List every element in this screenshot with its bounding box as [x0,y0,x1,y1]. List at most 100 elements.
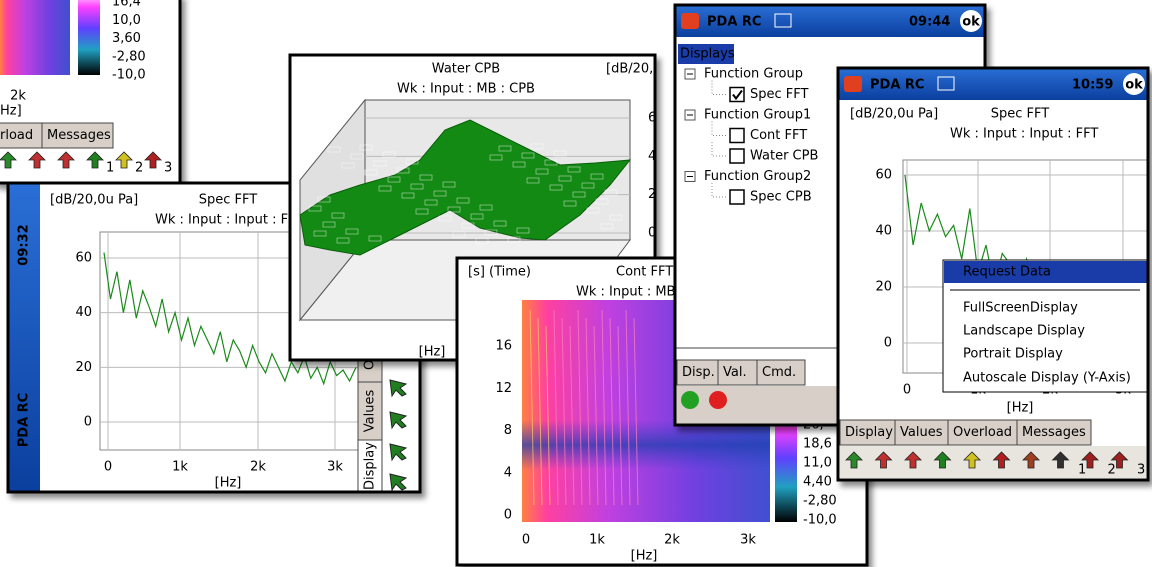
tree-group: Function Group [704,67,803,82]
colorbar-label: -10,0 [112,68,146,83]
ok-label: ok [962,15,980,30]
toolbar-subscript: 1 [106,161,114,176]
chart-subtitle: Wk : Input : Input : FFT [950,127,1098,142]
axis-label: Hz] [0,104,22,119]
menu-item[interactable]: FullScreenDisplay [963,301,1078,316]
y-tick-label: 12 [495,381,512,396]
y-unit: [dB/20,0u Pa] [850,107,938,122]
colorbar [78,0,100,75]
tab-label: Cmd. [762,365,796,380]
chart-subtitle: Wk : Input : Input : FF [155,213,296,228]
colorbar-label: -2,80 [112,49,146,64]
tab-label: Display [363,442,378,490]
y-tick-label: 40 [875,224,892,239]
clock: 09:44 [909,15,950,30]
tree-root: Displays [680,47,735,62]
toolbar-subscript: 1 [1078,463,1086,478]
y-tick-label: 0 [504,508,512,523]
tree-item: Cont FFT [750,128,807,143]
x-tick-label: 0 [903,383,911,398]
tab-label: Messages [1022,425,1086,440]
menu-item[interactable]: Portrait Display [963,347,1063,362]
tab-label: rload [0,128,33,143]
axis-label: [Hz] [419,345,446,360]
chart-subtitle: Wk : Input : MB : CPB [397,82,535,97]
y-unit: [dB/20,0u Pa] [50,193,138,208]
tab-label: Values [900,425,943,440]
checkbox[interactable] [730,190,744,204]
y-tick-label: 0 [884,336,892,351]
axis-label: [Hz] [1007,401,1034,416]
clock: 09:32 [17,224,32,265]
y-unit: [dB/20,0u [606,62,670,77]
y-tick-label: 40 [75,305,92,320]
page: 16,410,03,60-2,80-10,02kHz]rloadMessages… [0,0,1152,567]
tab-label: Display [845,425,893,440]
y-tick-label: 0 [84,415,92,430]
tree-group: Function Group1 [704,108,811,123]
app-title: PDA RC [17,393,32,447]
toolbar-subscript: 3 [164,161,172,176]
x-tick-label: 3k [740,533,756,548]
x-tick-label: 1k [589,533,605,548]
menu-item[interactable]: Autoscale Display (Y-Axis) [963,371,1131,386]
tree-item: Spec FFT [750,87,809,102]
tree-group: Function Group2 [704,169,811,184]
axis-label: [Hz] [215,476,242,491]
tab-label: Values [363,390,378,433]
x-tick-label: 0 [104,460,112,475]
x-tick-label: 1k [172,460,188,475]
spectrogram-band [522,420,770,470]
menu-item[interactable]: Request Data [963,265,1051,280]
colorbar-label: -2,80 [803,494,837,509]
checkbox[interactable] [730,88,744,102]
chart-title: Spec FFT [199,193,258,208]
chart-title: Water CPB [432,62,500,77]
x-tick-label: 2k [664,533,680,548]
tab-label: Overload [953,425,1012,440]
checkbox[interactable] [730,149,744,163]
colorbar-label: 11,0 [803,456,832,471]
tab-label: Disp. [682,365,715,380]
y-tick-label: 8 [504,423,512,438]
x-tick-label: 3k [327,460,343,475]
spectrogram [0,0,70,75]
checkbox[interactable] [730,129,744,143]
app-title: PDA RC [870,78,924,93]
colorbar-label: 3,60 [112,31,141,46]
colorbar-label: 4,40 [803,475,832,490]
colorbar-label: 16,4 [112,0,141,10]
colorbar-label: 10,0 [112,13,141,28]
clock: 10:59 [1072,78,1113,93]
x-tick-label: 2k [10,89,26,104]
y-tick-label: 20 [875,280,892,295]
start-flag[interactable] [681,13,699,29]
axis-label: [Hz] [631,549,658,564]
cancel-icon[interactable] [709,391,727,409]
y-unit: [s] (Time) [468,265,531,280]
chart-subtitle: Wk : Input : MB [576,285,675,300]
tab-label: Val. [723,365,747,380]
y-tick-label: 4 [504,465,512,480]
chart-title: Cont FFT [616,265,673,280]
tree-item: Water CPB [750,149,818,164]
toolbar-subscript: 3 [1137,463,1145,478]
ok-label: ok [1125,78,1143,93]
chart-title: Spec FFT [991,107,1050,122]
menu-item[interactable]: Landscape Display [963,324,1085,339]
colorbar-label: -10,0 [803,513,837,528]
start-flag[interactable] [844,76,862,92]
y-tick-label: 60 [875,168,892,183]
colorbar-label: 18,6 [803,437,832,452]
toolbar-subscript: 2 [135,161,143,176]
x-tick-label: 0 [522,533,530,548]
ok-icon[interactable] [681,391,699,409]
x-tick-label: 2k [250,460,266,475]
tree-item: Spec CPB [750,190,812,205]
y-tick-label: 20 [75,360,92,375]
app-title: PDA RC [707,15,761,30]
y-tick-label: 60 [75,251,92,266]
screenshot-collage: 16,410,03,60-2,80-10,02kHz]rloadMessages… [0,0,1152,567]
y-tick-label: 16 [495,339,512,354]
toolbar-subscript: 2 [1108,463,1116,478]
